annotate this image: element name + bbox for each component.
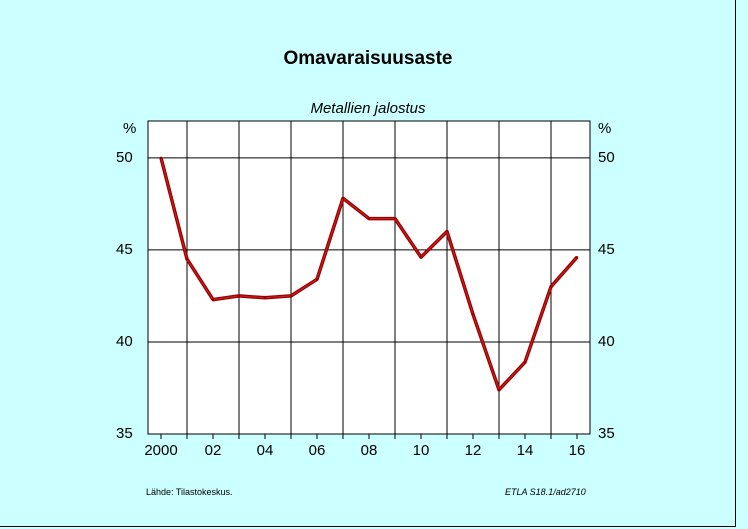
data-point [289, 294, 293, 298]
y-tick-label-right: 35 [598, 425, 615, 442]
y-tick-label-right: 50 [598, 148, 615, 166]
source-note: Lähde: Tilastokeskus. [146, 487, 233, 497]
data-point [549, 285, 553, 288]
x-tick-label: 02 [204, 442, 222, 459]
x-tick-label: 10 [412, 442, 430, 459]
y-tick-label-left: 50 [116, 148, 133, 166]
chart-subtitle: Metallien jalostus [310, 100, 426, 117]
data-point [185, 257, 189, 261]
x-tick-label: 16 [568, 442, 586, 459]
x-tick-label: 2000 [144, 442, 178, 459]
data-point [575, 256, 579, 259]
data-point [497, 388, 501, 392]
data-point [263, 296, 267, 299]
x-tick-label: 04 [256, 442, 274, 459]
x-tick-label: 06 [308, 442, 326, 459]
y-tick-label-right: 40 [598, 332, 615, 350]
data-point [471, 313, 475, 316]
data-point [315, 278, 319, 281]
data-point [445, 230, 449, 233]
y-unit-right: % [598, 120, 612, 137]
y-tick-label-left: 40 [116, 332, 133, 350]
chart-title: Omavaraisuusaste [283, 48, 453, 69]
data-point [159, 156, 163, 160]
y-tick-label-left: 35 [116, 425, 133, 442]
data-point [367, 217, 371, 220]
data-point [341, 197, 345, 200]
data-point [237, 294, 241, 298]
x-tick-label: 14 [516, 442, 534, 459]
data-point [523, 360, 527, 364]
x-tick-label: 08 [360, 442, 378, 459]
plot-border [147, 120, 591, 435]
data-point [393, 217, 397, 220]
data-point [211, 298, 215, 301]
y-tick-label-left: 45 [116, 240, 133, 258]
chart-code: ETLA S18.1/ad2710 [505, 487, 586, 497]
data-point [419, 256, 423, 259]
x-tick-label: 12 [464, 442, 482, 459]
plot-area [148, 121, 590, 434]
y-tick-label-right: 45 [598, 240, 615, 258]
y-unit-left: % [123, 120, 137, 137]
